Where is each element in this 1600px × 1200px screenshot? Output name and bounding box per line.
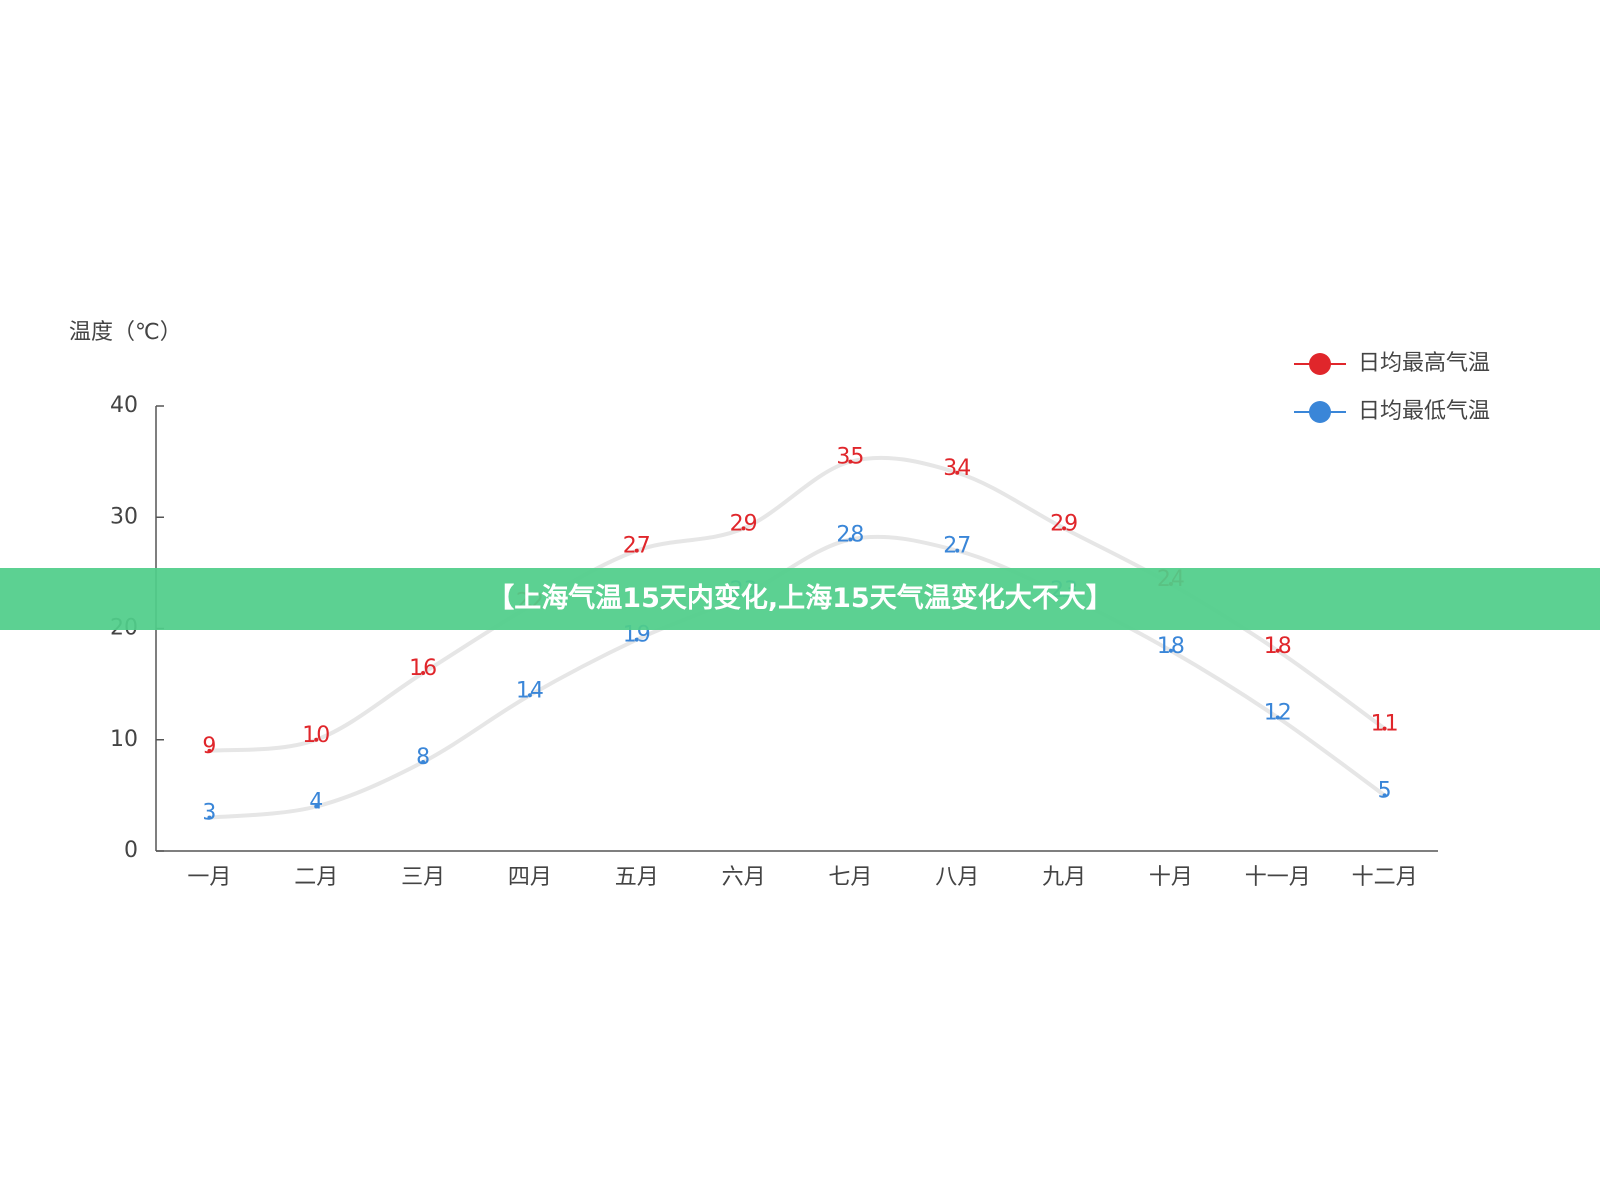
data-label: 12	[1264, 701, 1292, 726]
series-line	[209, 534, 1386, 820]
data-label: 16	[409, 656, 437, 681]
point	[1062, 526, 1067, 531]
point	[634, 637, 639, 642]
legend-marker	[1309, 353, 1331, 375]
legend-label: 日均最高气温	[1358, 351, 1490, 376]
x-tick-label: 十一月	[1245, 865, 1311, 890]
data-label: 10	[302, 723, 330, 748]
point	[848, 537, 853, 542]
data-label: 4	[309, 790, 323, 815]
point	[1168, 648, 1173, 653]
data-label: 3	[202, 801, 216, 826]
point	[314, 737, 319, 742]
data-label: 27	[623, 534, 651, 559]
data-label: 29	[1050, 511, 1078, 536]
y-tick-label: 40	[110, 393, 138, 418]
data-label: 29	[730, 511, 758, 536]
data-label: 34	[943, 456, 971, 481]
point	[421, 671, 426, 675]
banner: 【上海气温15天内变化,上海15天气温变化大不大】	[0, 568, 1600, 630]
point	[421, 760, 426, 764]
data-label: 11	[1371, 712, 1399, 737]
point	[1275, 715, 1280, 720]
point	[207, 748, 212, 753]
x-tick-label: 一月	[187, 865, 231, 890]
legend-label: 日均最低气温	[1358, 399, 1490, 424]
x-tick-label: 八月	[935, 865, 979, 890]
point	[848, 459, 853, 464]
x-tick-label: 十月	[1149, 865, 1193, 890]
point	[955, 548, 960, 553]
data-label: 27	[943, 534, 971, 559]
x-tick-label: 二月	[294, 865, 338, 890]
point	[1382, 793, 1387, 798]
y-tick-label: 0	[124, 838, 138, 863]
y-tick-label: 30	[110, 504, 138, 529]
data-label: 5	[1378, 778, 1392, 803]
point	[1382, 726, 1387, 731]
x-tick-label: 十二月	[1352, 865, 1418, 890]
data-label: 18	[1264, 634, 1292, 659]
data-label: 14	[516, 678, 544, 703]
point	[314, 804, 319, 809]
data-label: 35	[836, 445, 864, 470]
x-tick-label: 九月	[1042, 865, 1086, 890]
y-tick-label: 10	[110, 727, 138, 752]
y-axis-label: 温度（℃）	[69, 320, 182, 345]
point	[634, 548, 639, 553]
point	[527, 693, 532, 698]
point	[207, 815, 212, 820]
x-tick-label: 三月	[401, 865, 445, 890]
point	[741, 526, 746, 531]
point	[955, 470, 960, 475]
x-tick-label: 四月	[508, 865, 552, 890]
point	[1275, 648, 1280, 653]
x-tick-label: 七月	[828, 865, 872, 890]
data-label: 9	[202, 734, 216, 759]
legend-marker	[1309, 401, 1331, 423]
data-label: 18	[1157, 634, 1185, 659]
x-tick-label: 六月	[722, 865, 766, 890]
data-label: 28	[836, 523, 864, 548]
x-tick-label: 五月	[615, 865, 659, 890]
data-label: 8	[416, 745, 430, 770]
